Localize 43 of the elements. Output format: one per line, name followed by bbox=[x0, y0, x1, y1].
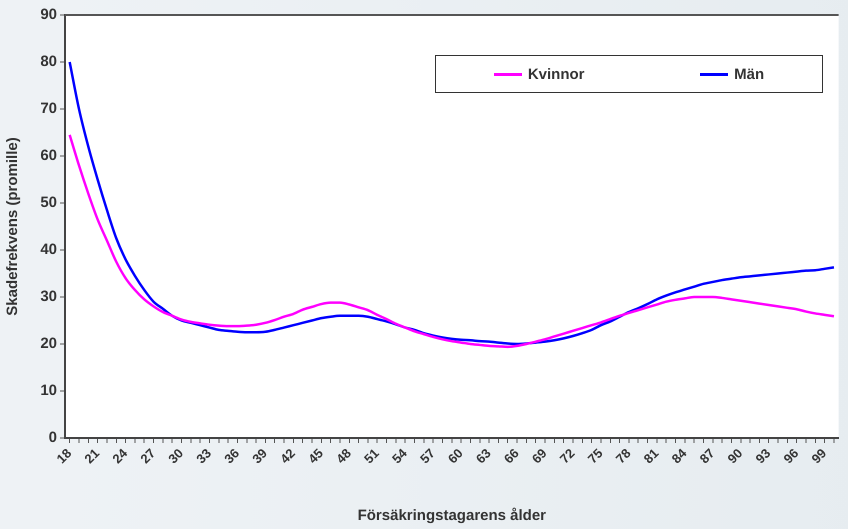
x-tick-label: 45 bbox=[305, 446, 326, 466]
x-tick-label: 42 bbox=[277, 446, 298, 466]
x-tick-label: 96 bbox=[780, 446, 802, 466]
x-tick-label: 69 bbox=[528, 446, 550, 466]
x-tick-label: 60 bbox=[444, 446, 466, 466]
x-tick-label: 36 bbox=[221, 446, 242, 466]
y-tick-label: 90 bbox=[40, 6, 57, 24]
y-tick-label: 20 bbox=[40, 335, 57, 352]
x-tick-label: 57 bbox=[416, 446, 438, 466]
x-tick-label: 51 bbox=[361, 446, 382, 466]
x-tick-label: 84 bbox=[668, 445, 690, 466]
x-tick-label: 66 bbox=[500, 446, 522, 466]
legend-label: Kvinnor bbox=[528, 66, 584, 82]
x-tick-label: 48 bbox=[333, 446, 354, 466]
x-tick-label: 18 bbox=[53, 446, 74, 466]
legend-label: Män bbox=[734, 66, 764, 82]
x-tick-label: 87 bbox=[696, 446, 718, 466]
y-tick-label: 40 bbox=[40, 241, 57, 258]
x-tick-label: 81 bbox=[640, 446, 662, 466]
x-tick-label: 75 bbox=[584, 446, 606, 466]
x-tick-label: 72 bbox=[556, 446, 578, 466]
y-tick-label: 50 bbox=[40, 194, 57, 212]
x-tick-label: 30 bbox=[165, 446, 186, 466]
x-tick-label: 27 bbox=[137, 446, 158, 466]
y-tick-label: 0 bbox=[48, 429, 57, 446]
x-tick-label: 93 bbox=[752, 446, 774, 466]
x-tick-label: 39 bbox=[249, 446, 270, 466]
line-series bbox=[68, 134, 836, 348]
x-tick-label: 24 bbox=[109, 445, 131, 466]
y-axis-title: Skadefrekvens (promille) bbox=[4, 137, 22, 316]
x-tick-label: 90 bbox=[724, 446, 746, 466]
x-tick-label: 63 bbox=[472, 446, 494, 466]
x-tick-label: 21 bbox=[81, 446, 102, 466]
x-tick-label: 54 bbox=[389, 445, 410, 466]
y-tick-label: 60 bbox=[40, 147, 57, 164]
y-tick-label: 70 bbox=[40, 100, 57, 118]
y-tick-label: 30 bbox=[40, 288, 57, 306]
x-tick-label: 78 bbox=[612, 446, 634, 466]
x-tick-label: 33 bbox=[193, 446, 214, 466]
y-tick-label: 80 bbox=[40, 53, 57, 70]
y-tick-label: 10 bbox=[40, 382, 57, 400]
x-tick-label: 99 bbox=[808, 446, 830, 466]
x-axis-title: Försäkringstagarens ålder bbox=[358, 507, 546, 524]
